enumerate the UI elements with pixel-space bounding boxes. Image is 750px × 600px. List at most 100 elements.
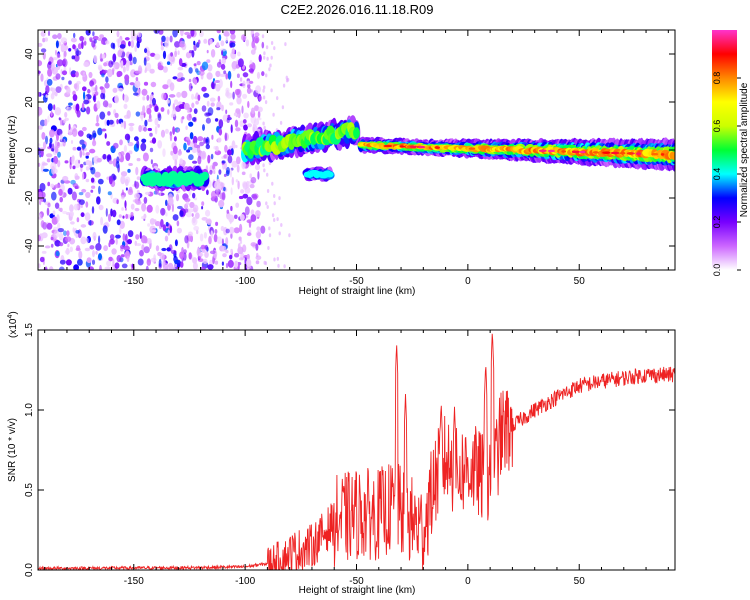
- noise-blob: [65, 247, 70, 255]
- noise-blob: [74, 175, 80, 180]
- noise-blob: [42, 37, 46, 43]
- noise-blob: [46, 158, 51, 163]
- noise-blob: [127, 142, 134, 147]
- noise-blob: [229, 30, 236, 35]
- noise-blob: [146, 107, 152, 115]
- noise-blob: [261, 34, 265, 39]
- noise-blob: [89, 80, 94, 87]
- noise-blob: [169, 35, 173, 43]
- noise-blob: [113, 142, 119, 149]
- noise-blob: [107, 68, 113, 78]
- noise-blob: [78, 199, 85, 205]
- noise-blob: [53, 226, 58, 231]
- noise-blob: [235, 108, 241, 115]
- noise-blob: [164, 128, 169, 134]
- noise-blob: [223, 30, 230, 37]
- noise-blob: [96, 196, 101, 205]
- noise-blob: [81, 41, 84, 49]
- noise-blob: [187, 146, 193, 151]
- noise-blob: [161, 247, 167, 252]
- noise-blob: [158, 258, 162, 268]
- noise-blob: [59, 259, 66, 265]
- noise-blob: [85, 152, 90, 156]
- noise-blob: [63, 50, 67, 58]
- noise-blob: [98, 185, 101, 195]
- main-tone-peak: [435, 146, 440, 149]
- noise-blob: [166, 247, 171, 252]
- noise-blob: [279, 120, 283, 125]
- noise-blob: [288, 233, 291, 238]
- colorbar-gradient: [712, 30, 737, 270]
- noise-blob: [273, 257, 276, 262]
- noise-blob: [42, 51, 46, 60]
- noise-blob: [95, 250, 98, 255]
- noise-blob: [73, 32, 76, 39]
- noise-blob: [99, 264, 102, 270]
- snr-x-tick-label: -50: [349, 576, 364, 587]
- noise-blob: [112, 53, 117, 62]
- noise-blob: [252, 123, 256, 128]
- spectrogram-x-tick-label: -150: [124, 276, 144, 287]
- noise-blob: [85, 155, 89, 159]
- noise-blob: [80, 236, 87, 245]
- main-tone-blob: [671, 152, 675, 161]
- noise-blob: [218, 119, 224, 129]
- noise-blob: [151, 137, 157, 144]
- main-tone-peak: [574, 150, 580, 154]
- noise-blob: [113, 62, 116, 72]
- noise-blob: [40, 48, 47, 53]
- noise-blob: [199, 141, 205, 147]
- noise-blob: [123, 94, 129, 103]
- noise-blob: [254, 164, 261, 171]
- noise-blob: [123, 103, 128, 110]
- noise-blob: [40, 220, 45, 228]
- noise-blob: [185, 125, 188, 131]
- noise-blob: [246, 232, 252, 237]
- noise-blob: [167, 229, 171, 236]
- noise-blob: [276, 217, 279, 222]
- noise-blob: [128, 41, 131, 47]
- noise-blob: [56, 141, 60, 149]
- noise-blob: [137, 258, 144, 266]
- noise-blob: [49, 129, 55, 138]
- noise-blob: [270, 41, 274, 45]
- noise-blob: [236, 156, 241, 165]
- noise-blob: [76, 80, 81, 85]
- noise-blob: [265, 45, 269, 50]
- noise-blob: [162, 148, 166, 158]
- noise-blob: [49, 142, 52, 149]
- noise-blob: [160, 219, 164, 228]
- noise-blob: [38, 147, 41, 156]
- noise-blob: [106, 141, 111, 146]
- noise-blob: [169, 132, 173, 142]
- noise-blob: [236, 73, 240, 79]
- noise-blob: [83, 99, 90, 105]
- noise-blob: [111, 248, 117, 255]
- noise-blob: [142, 105, 146, 114]
- noise-blob: [191, 50, 195, 58]
- noise-blob: [189, 201, 195, 209]
- noise-blob: [108, 176, 113, 185]
- noise-blob: [124, 133, 131, 141]
- noise-blob: [129, 126, 134, 132]
- noise-blob: [124, 176, 131, 184]
- noise-blob: [128, 163, 133, 166]
- noise-blob: [108, 160, 114, 165]
- noise-blob: [205, 144, 210, 150]
- noise-blob: [115, 234, 121, 239]
- main-tone-peak: [579, 150, 586, 154]
- noise-blob: [252, 194, 258, 200]
- noise-blob: [91, 40, 96, 48]
- noise-blob: [47, 181, 51, 187]
- noise-blob: [152, 97, 156, 106]
- noise-blob: [132, 33, 138, 38]
- noise-blob: [224, 132, 227, 142]
- noise-blob: [263, 260, 266, 265]
- noise-blob: [147, 118, 153, 123]
- noise-blob: [82, 86, 87, 92]
- noise-blob: [176, 220, 180, 227]
- noise-blob: [89, 245, 95, 250]
- noise-blob: [52, 210, 56, 216]
- main-tone-peak: [383, 144, 393, 148]
- noise-blob: [230, 205, 233, 212]
